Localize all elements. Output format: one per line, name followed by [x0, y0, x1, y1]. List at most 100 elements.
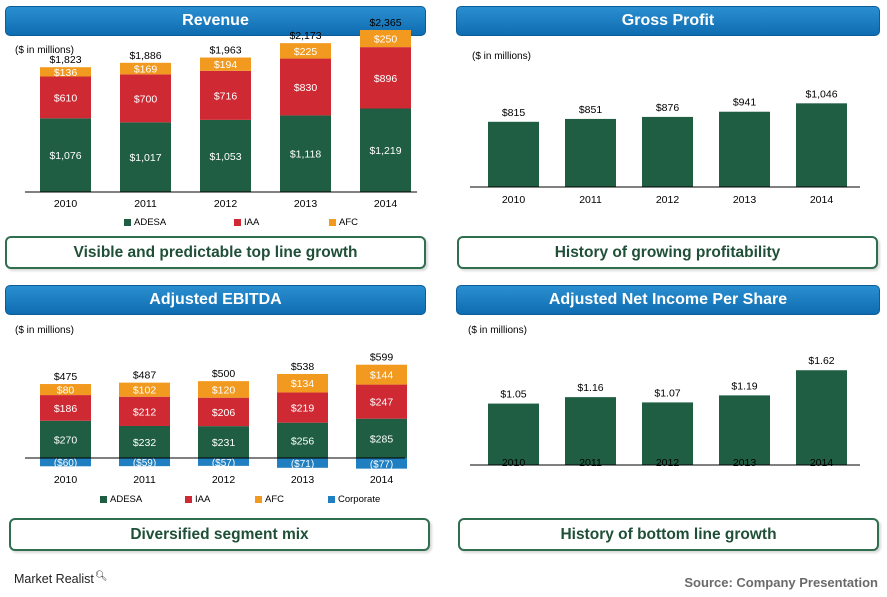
- revenue-label-adesa-2010: $1,076: [49, 150, 81, 162]
- gross-profit-units: ($ in millions): [472, 51, 531, 62]
- revenue-year-2010: 2010: [54, 198, 78, 210]
- net-income-value-2013: $1.19: [731, 380, 757, 392]
- ebitda-bar-iaa-2013: [277, 392, 328, 423]
- revenue-year-2012: 2012: [214, 198, 238, 210]
- net-income-units: ($ in millions): [468, 325, 527, 336]
- revenue-label-afc-2014: $250: [374, 34, 398, 46]
- ebitda-bar-corporate-2010: [40, 458, 91, 467]
- ebitda-label-corporate-2010: ($60): [54, 458, 77, 469]
- gross-profit-tagline-text: History of growing profitability: [554, 243, 781, 261]
- ebitda-label-iaa-2011: $212: [133, 406, 157, 418]
- revenue-bar-adesa-2012: [200, 119, 251, 192]
- gross-profit-value-2011: $851: [579, 104, 603, 116]
- ebitda-bar-adesa-2012: [198, 426, 249, 458]
- net-income-bar-2013: [719, 395, 770, 465]
- revenue-total-2014: $2,365: [369, 17, 401, 29]
- ebitda-tagline: Diversified segment mix: [9, 518, 430, 551]
- revenue-label-adesa-2013: $1,118: [290, 149, 321, 161]
- net-income-title: Adjusted Net Income Per Share: [548, 291, 788, 308]
- source-note: Source: Company Presentation: [684, 575, 878, 590]
- legend-ebitda-adesa: ADESA: [100, 494, 185, 505]
- revenue-bar-adesa-2010: [40, 118, 91, 192]
- net-income-year-2012: 2012: [656, 457, 680, 469]
- revenue-label-iaa-2011: $700: [134, 93, 158, 105]
- revenue-year-2013: 2013: [294, 198, 318, 210]
- ebitda-label-adesa-2012: $231: [212, 437, 236, 449]
- ebitda-label-iaa-2013: $219: [291, 403, 315, 415]
- gross-profit-bar-2014: [796, 103, 847, 187]
- ebitda-year-2014: 2014: [370, 474, 394, 486]
- revenue-label-iaa-2012: $716: [214, 90, 238, 102]
- legend-ebitda-iaa-swatch: [185, 496, 192, 503]
- gross-profit-title: Gross Profit: [621, 12, 715, 29]
- revenue-label-afc-2011: $169: [134, 64, 158, 76]
- revenue-bar-afc-2014: [360, 29, 411, 48]
- legend-ebitda-afc-label: AFC: [265, 494, 284, 505]
- ebitda-label-afc-2012: $120: [212, 384, 236, 396]
- revenue-total-2011: $1,886: [129, 50, 161, 62]
- revenue-label-afc-2010: $136: [54, 67, 78, 79]
- net-income-header: Adjusted Net Income Per Share: [456, 285, 880, 315]
- legend-afc: AFC: [329, 217, 358, 228]
- ebitda-bar-iaa-2010: [40, 395, 91, 421]
- gross-profit-header: Gross Profit: [456, 6, 880, 36]
- legend-ebitda-corporate: Corporate: [328, 494, 380, 505]
- revenue-tagline-text: Visible and predictable top line growth: [73, 243, 358, 261]
- revenue-bar-iaa-2010: [40, 76, 91, 119]
- ebitda-year-2013: 2013: [291, 474, 315, 486]
- legend-ebitda-iaa-label: IAA: [195, 494, 211, 505]
- legend-iaa-label: IAA: [244, 217, 260, 228]
- ebitda-bar-iaa-2011: [119, 396, 170, 426]
- ebitda-bar-afc-2012: [198, 381, 249, 398]
- net-income-tagline-text: History of bottom line growth: [560, 525, 777, 543]
- ebitda-label-adesa-2013: $256: [291, 435, 315, 447]
- ebitda-year-2010: 2010: [54, 474, 78, 486]
- ebitda-legend: ADESA IAA AFC Corporate: [100, 494, 380, 505]
- revenue-bar-afc-2012: [200, 57, 251, 71]
- revenue-total-2013: $2,173: [289, 30, 321, 42]
- gross-profit-value-2012: $876: [656, 102, 680, 114]
- revenue-chart: $1,076 $610 $136$1,823 2010 $1,017 $700 $169 $1…: [25, 17, 417, 210]
- net-income-bar-2012: [642, 402, 693, 465]
- revenue-bar-adesa-2011: [120, 122, 171, 192]
- ebitda-bar-corporate-2012: [198, 458, 249, 466]
- ebitda-bar-adesa-2010: [40, 420, 91, 458]
- revenue-bar-iaa-2011: [120, 74, 171, 123]
- revenue-label-adesa-2011: $1,017: [129, 152, 161, 164]
- ebitda-label-corporate-2013: ($71): [291, 459, 314, 470]
- revenue-bar-iaa-2012: [200, 70, 251, 120]
- ebitda-header: Adjusted EBITDA: [5, 285, 426, 315]
- revenue-bar-iaa-2014: [360, 47, 411, 109]
- gross-profit-bar-2011: [565, 118, 616, 187]
- revenue-title: Revenue: [182, 12, 249, 29]
- ebitda-tagline-text: Diversified segment mix: [130, 525, 309, 543]
- revenue-label-afc-2013: $225: [294, 46, 318, 58]
- net-income-tagline: History of bottom line growth: [458, 518, 879, 551]
- ebitda-bar-corporate-2014: [356, 458, 407, 469]
- ebitda-title: Adjusted EBITDA: [149, 291, 282, 308]
- ebitda-total-2014: $599: [370, 352, 394, 364]
- ebitda-bar-afc-2014: [356, 364, 407, 385]
- revenue-label-adesa-2014: $1,219: [369, 145, 401, 157]
- gross-profit-tagline: History of growing profitability: [457, 236, 878, 269]
- gross-profit-year-2012: 2012: [656, 194, 680, 206]
- net-income-year-2014: 2014: [810, 457, 834, 469]
- revenue-units: ($ in millions): [15, 45, 74, 56]
- revenue-bar-afc-2010: [40, 67, 91, 77]
- ebitda-label-afc-2014: $144: [370, 370, 394, 382]
- gross-profit-bar-2013: [719, 111, 770, 187]
- ebitda-label-adesa-2014: $285: [370, 433, 394, 445]
- net-income-value-2014: $1.62: [808, 355, 834, 367]
- revenue-bar-iaa-2013: [280, 58, 331, 116]
- gross-profit-year-2010: 2010: [502, 194, 526, 206]
- legend-iaa: IAA: [234, 217, 329, 228]
- gross-profit-bar-2012: [642, 116, 693, 187]
- legend-ebitda-iaa: IAA: [185, 494, 255, 505]
- brand-logo: Market Realist 🔍︎: [14, 571, 108, 587]
- ebitda-bar-iaa-2014: [356, 384, 407, 419]
- legend-ebitda-adesa-label: ADESA: [110, 494, 143, 505]
- gross-profit-value-2014: $1,046: [805, 88, 837, 100]
- gross-profit-year-2014: 2014: [810, 194, 834, 206]
- legend-ebitda-afc-swatch: [255, 496, 262, 503]
- revenue-label-iaa-2014: $896: [374, 73, 398, 85]
